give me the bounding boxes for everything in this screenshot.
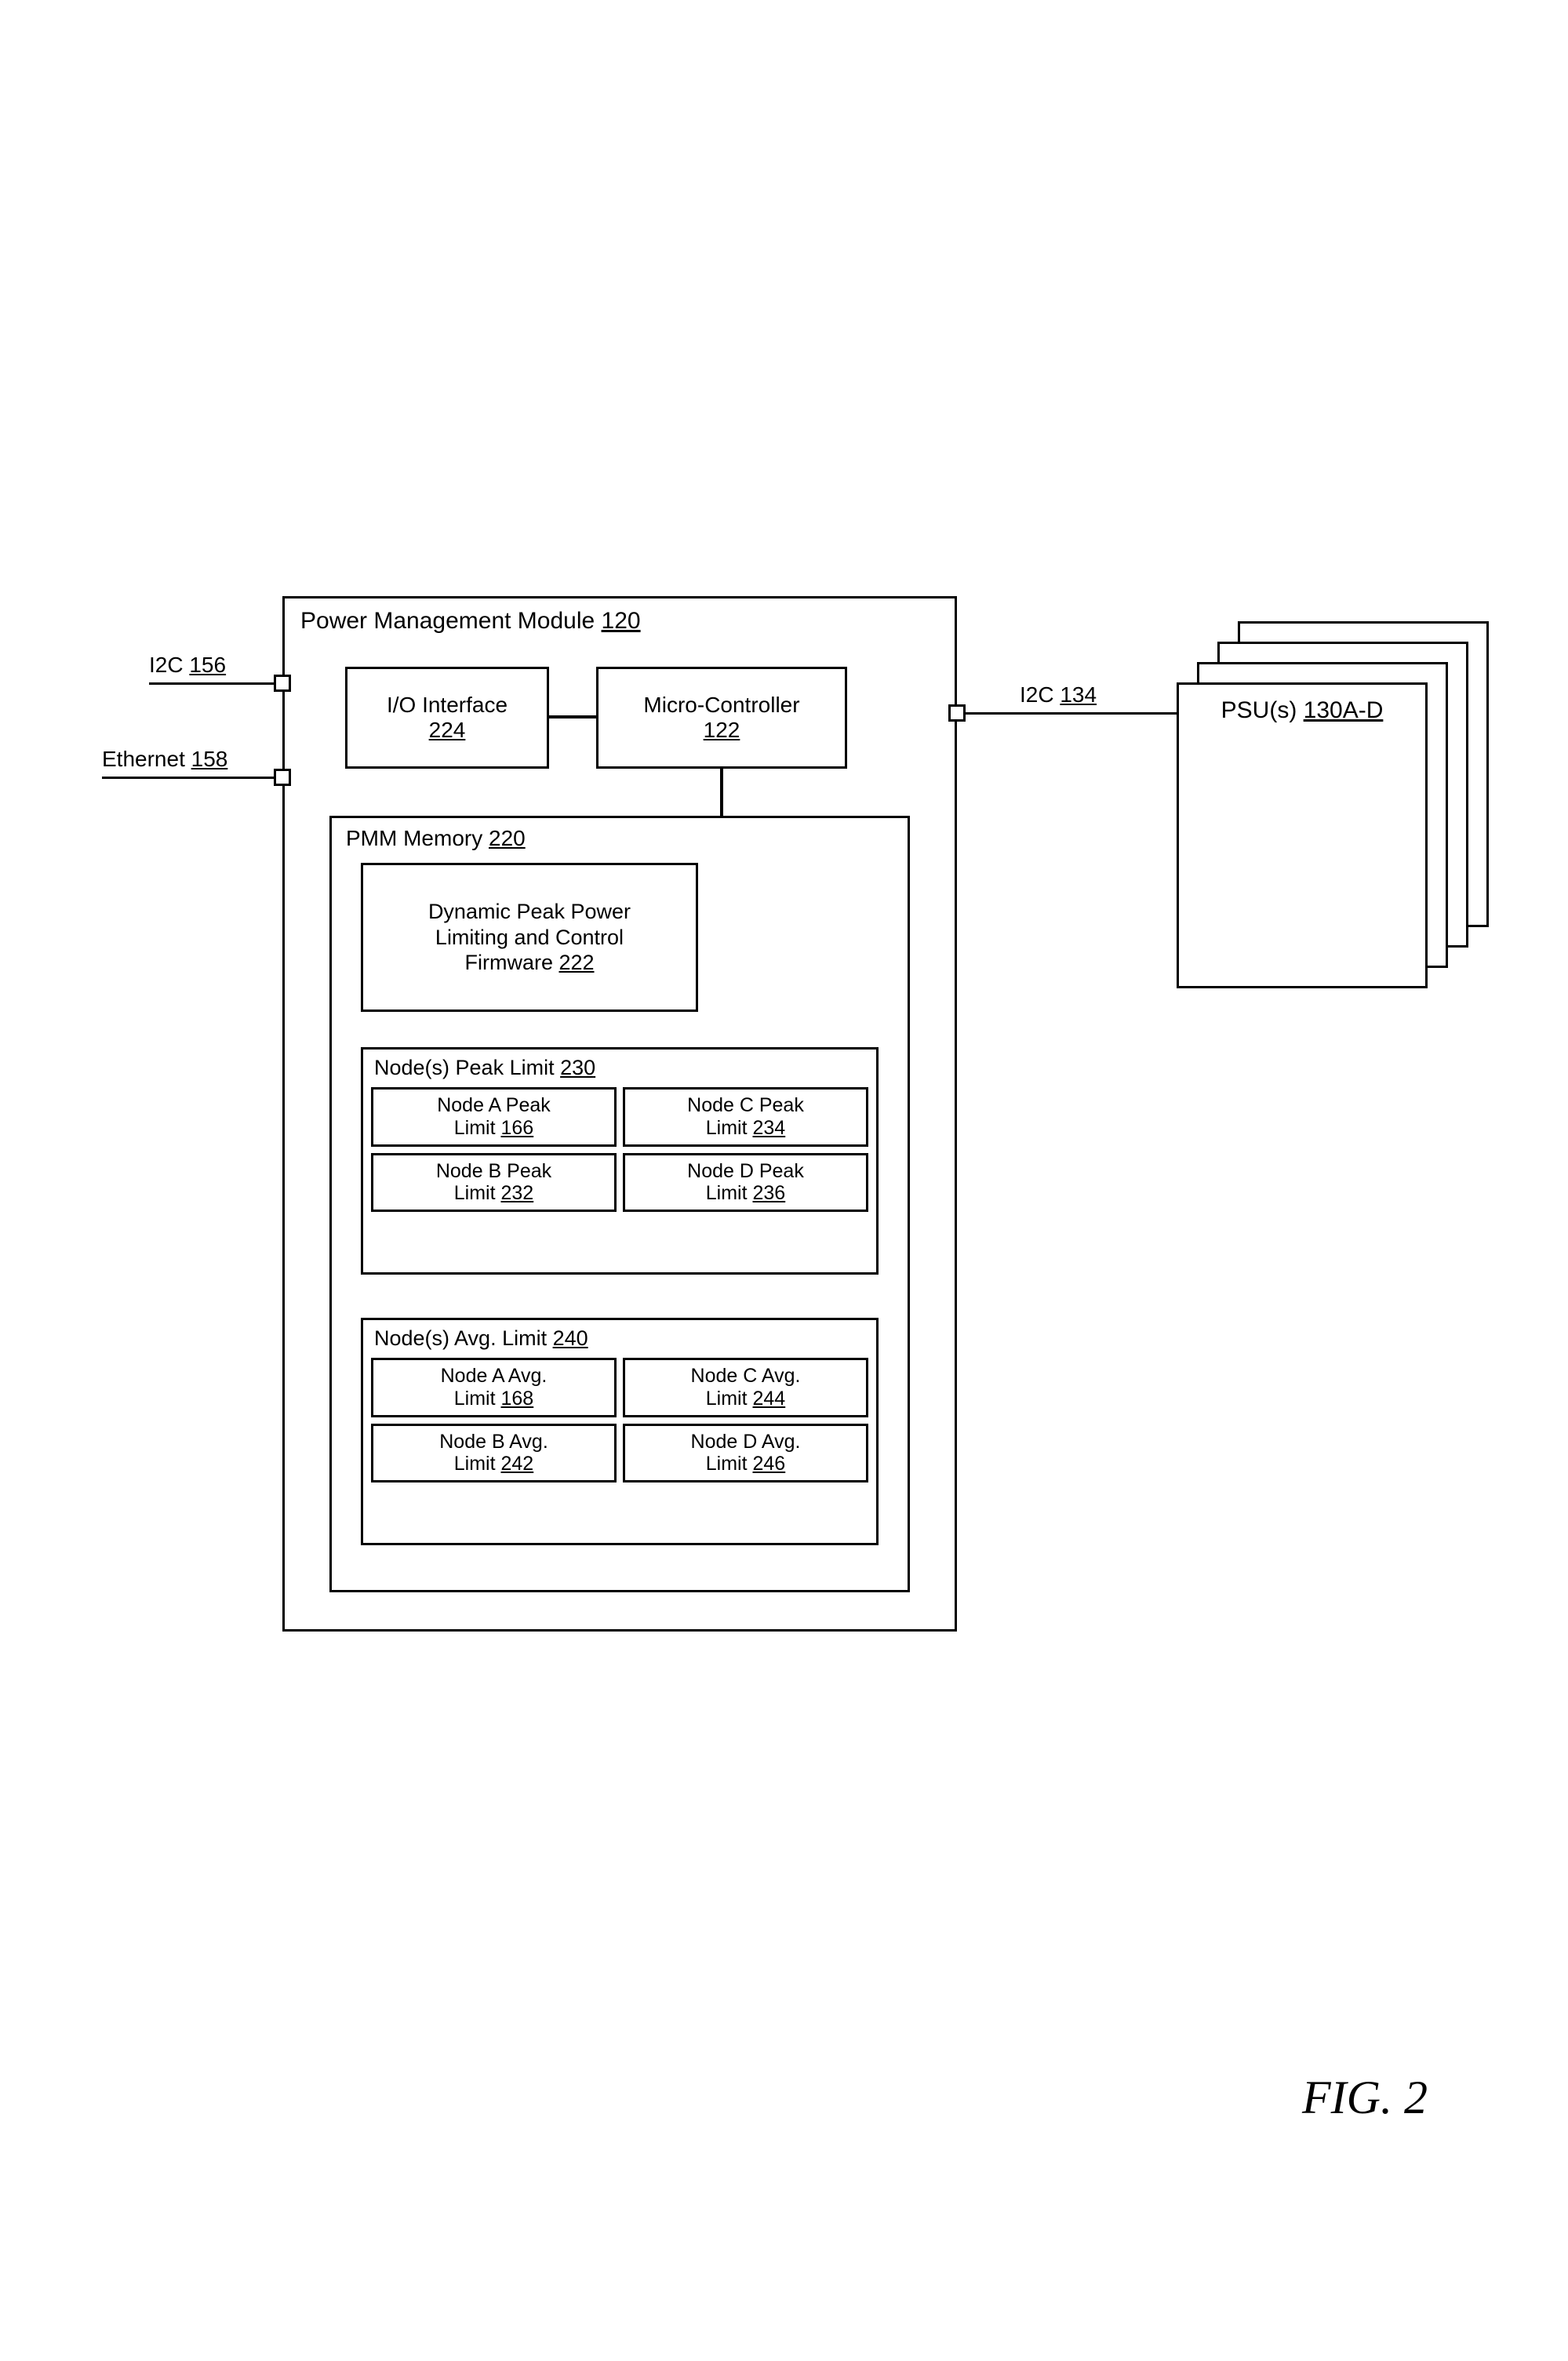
io-name: I/O Interface bbox=[387, 693, 508, 718]
node-d-peak: Node D Peak Limit 236 bbox=[623, 1153, 868, 1213]
psu-title: PSU(s) 130A-D bbox=[1179, 697, 1425, 724]
label-i2c-right: I2C 134 bbox=[1020, 682, 1097, 708]
peak-limit-box: Node(s) Peak Limit 230 Node A Peak Limit… bbox=[361, 1047, 879, 1275]
label-i2c-left: I2C 156 bbox=[149, 653, 226, 678]
fw-line1: Dynamic Peak Power bbox=[428, 899, 631, 924]
line-ethernet bbox=[102, 777, 275, 779]
figure-label: FIG. 2 bbox=[1302, 2071, 1428, 2125]
avg-limit-box: Node(s) Avg. Limit 240 Node A Avg. Limit… bbox=[361, 1318, 879, 1545]
mc-mem-connector bbox=[720, 769, 723, 816]
mc-ref: 122 bbox=[704, 718, 740, 743]
node-b-avg: Node B Avg. Limit 242 bbox=[371, 1424, 617, 1483]
firmware-box: Dynamic Peak Power Limiting and Control … bbox=[361, 863, 698, 1012]
node-c-avg: Node C Avg. Limit 244 bbox=[623, 1358, 868, 1417]
node-a-peak: Node A Peak Limit 166 bbox=[371, 1087, 617, 1147]
port-i2c-left bbox=[274, 675, 291, 692]
node-b-peak: Node B Peak Limit 232 bbox=[371, 1153, 617, 1213]
io-ref: 224 bbox=[429, 718, 466, 743]
node-c-peak: Node C Peak Limit 234 bbox=[623, 1087, 868, 1147]
psu-card-1: PSU(s) 130A-D bbox=[1177, 682, 1428, 988]
port-ethernet bbox=[274, 769, 291, 786]
mc-name: Micro-Controller bbox=[643, 693, 799, 718]
io-interface-box: I/O Interface 224 bbox=[345, 667, 549, 769]
pmm-title: Power Management Module 120 bbox=[300, 608, 641, 635]
port-i2c-right bbox=[948, 704, 966, 722]
peak-limit-title: Node(s) Peak Limit 230 bbox=[374, 1056, 595, 1080]
label-ethernet: Ethernet 158 bbox=[102, 747, 227, 772]
figure-canvas: Power Management Module 120 I/O Interfac… bbox=[31, 31, 1537, 2306]
io-mc-connector bbox=[549, 715, 596, 718]
line-i2c-right bbox=[966, 712, 1177, 715]
fw-line2: Limiting and Control bbox=[435, 925, 624, 950]
line-i2c-left bbox=[149, 682, 275, 685]
pmm-memory-title: PMM Memory 220 bbox=[346, 826, 526, 851]
fw-line3: Firmware 222 bbox=[464, 950, 594, 975]
micro-controller-box: Micro-Controller 122 bbox=[596, 667, 847, 769]
avg-limit-title: Node(s) Avg. Limit 240 bbox=[374, 1326, 588, 1351]
node-d-avg: Node D Avg. Limit 246 bbox=[623, 1424, 868, 1483]
node-a-avg: Node A Avg. Limit 168 bbox=[371, 1358, 617, 1417]
